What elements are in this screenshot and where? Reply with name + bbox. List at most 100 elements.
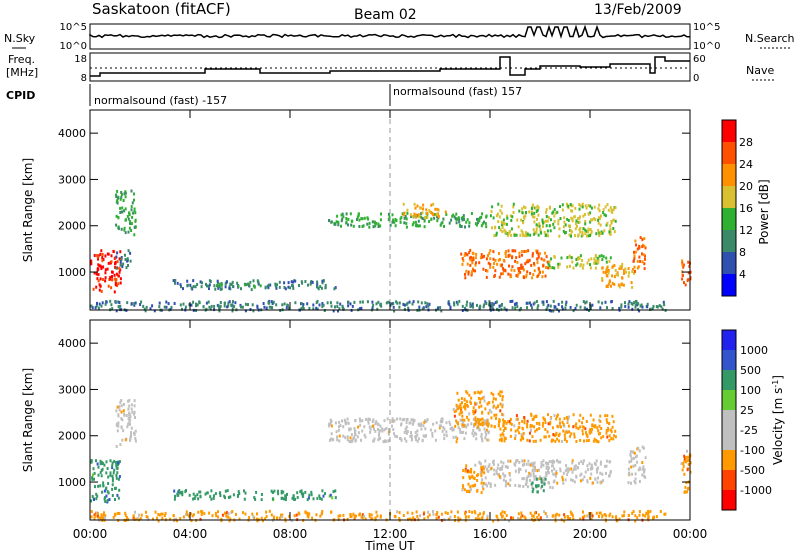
- data-cell: [565, 300, 568, 304]
- data-cell: [589, 220, 592, 224]
- data-cell: [634, 305, 637, 309]
- data-cell: [101, 516, 104, 520]
- data-cell: [531, 306, 533, 310]
- data-cell: [379, 424, 382, 428]
- data-cell: [320, 286, 323, 290]
- data-cell: [523, 459, 526, 463]
- data-cell: [262, 302, 265, 305]
- power-colorbar-frame: [721, 119, 737, 297]
- data-cell: [116, 199, 119, 203]
- data-cell: [569, 255, 572, 259]
- data-cell: [217, 304, 220, 308]
- data-cell: [638, 309, 641, 313]
- data-cell: [521, 207, 524, 211]
- data-cell: [521, 514, 524, 518]
- data-cell: [134, 301, 137, 305]
- data-cell: [515, 256, 518, 260]
- data-cell: [293, 514, 296, 518]
- data-cell: [337, 309, 339, 313]
- data-cell: [683, 472, 686, 476]
- data-cell: [422, 306, 425, 310]
- data-cell: [597, 515, 600, 518]
- data-cell: [437, 306, 439, 310]
- data-cell: [461, 484, 464, 488]
- data-cell: [308, 493, 311, 497]
- data-cell: [304, 280, 307, 283]
- data-cell: [265, 515, 268, 518]
- data-cell: [406, 301, 409, 305]
- data-cell: [230, 282, 233, 286]
- data-cell: [609, 233, 612, 236]
- data-cell: [527, 474, 530, 478]
- data-cell: [524, 469, 527, 473]
- time-axis-label: Time UT: [364, 539, 415, 553]
- data-cell: [331, 438, 334, 442]
- data-cell: [494, 225, 497, 229]
- data-cell: [605, 429, 608, 432]
- data-cell: [458, 220, 461, 224]
- data-cell: [581, 259, 584, 262]
- data-cell: [597, 300, 600, 304]
- data-cell: [170, 305, 173, 309]
- data-cell: [535, 223, 538, 227]
- data-cell: [581, 429, 584, 433]
- data-cell: [539, 228, 542, 232]
- data-cell: [330, 220, 333, 224]
- data-cell: [116, 189, 119, 193]
- data-cell: [662, 300, 665, 304]
- data-cell: [585, 300, 588, 304]
- data-cell: [542, 264, 545, 268]
- data-cell: [532, 464, 534, 468]
- data-cell: [590, 218, 593, 222]
- data-cell: [538, 252, 541, 256]
- data-cell: [284, 517, 287, 521]
- data-cell: [580, 472, 583, 476]
- data-cell: [461, 414, 464, 418]
- power-colorbar-tick: 4: [739, 268, 746, 281]
- data-cell: [496, 466, 499, 470]
- data-cell: [583, 475, 586, 479]
- data-cell: [324, 492, 326, 496]
- data-cell: [501, 223, 504, 227]
- data-cell: [468, 489, 471, 493]
- data-cell: [476, 303, 478, 307]
- data-cell: [564, 303, 567, 307]
- data-cell: [583, 439, 585, 443]
- data-cell: [532, 273, 535, 277]
- data-cell: [228, 519, 231, 523]
- data-cell: [609, 206, 612, 210]
- data-cell: [181, 493, 184, 497]
- data-cell: [616, 519, 619, 523]
- data-cell: [563, 519, 566, 523]
- data-cell: [471, 484, 474, 488]
- data-cell: [197, 510, 200, 514]
- data-cell: [530, 517, 533, 521]
- data-cell: [411, 418, 414, 422]
- data-cell: [461, 425, 464, 429]
- data-cell: [465, 303, 468, 307]
- data-cell: [104, 516, 106, 520]
- data-cell: [440, 309, 443, 313]
- data-cell: [597, 218, 600, 222]
- data-cell: [531, 514, 534, 518]
- data-cell: [490, 391, 493, 395]
- data-cell: [192, 497, 195, 501]
- data-cell: [474, 418, 477, 422]
- data-cell: [563, 216, 566, 220]
- data-cell: [499, 433, 502, 437]
- data-cell: [552, 222, 555, 226]
- data-cell: [642, 467, 645, 471]
- data-cell: [442, 425, 445, 429]
- data-cell: [174, 279, 177, 282]
- data-cell: [428, 513, 431, 517]
- data-cell: [200, 513, 203, 517]
- data-cell: [536, 204, 539, 208]
- data-cell: [238, 517, 241, 521]
- data-cell: [533, 415, 536, 419]
- data-cell: [481, 437, 483, 441]
- data-cell: [461, 218, 464, 222]
- data-cell: [580, 460, 583, 464]
- data-cell: [116, 197, 119, 201]
- data-cell: [611, 425, 614, 429]
- data-cell: [115, 309, 118, 313]
